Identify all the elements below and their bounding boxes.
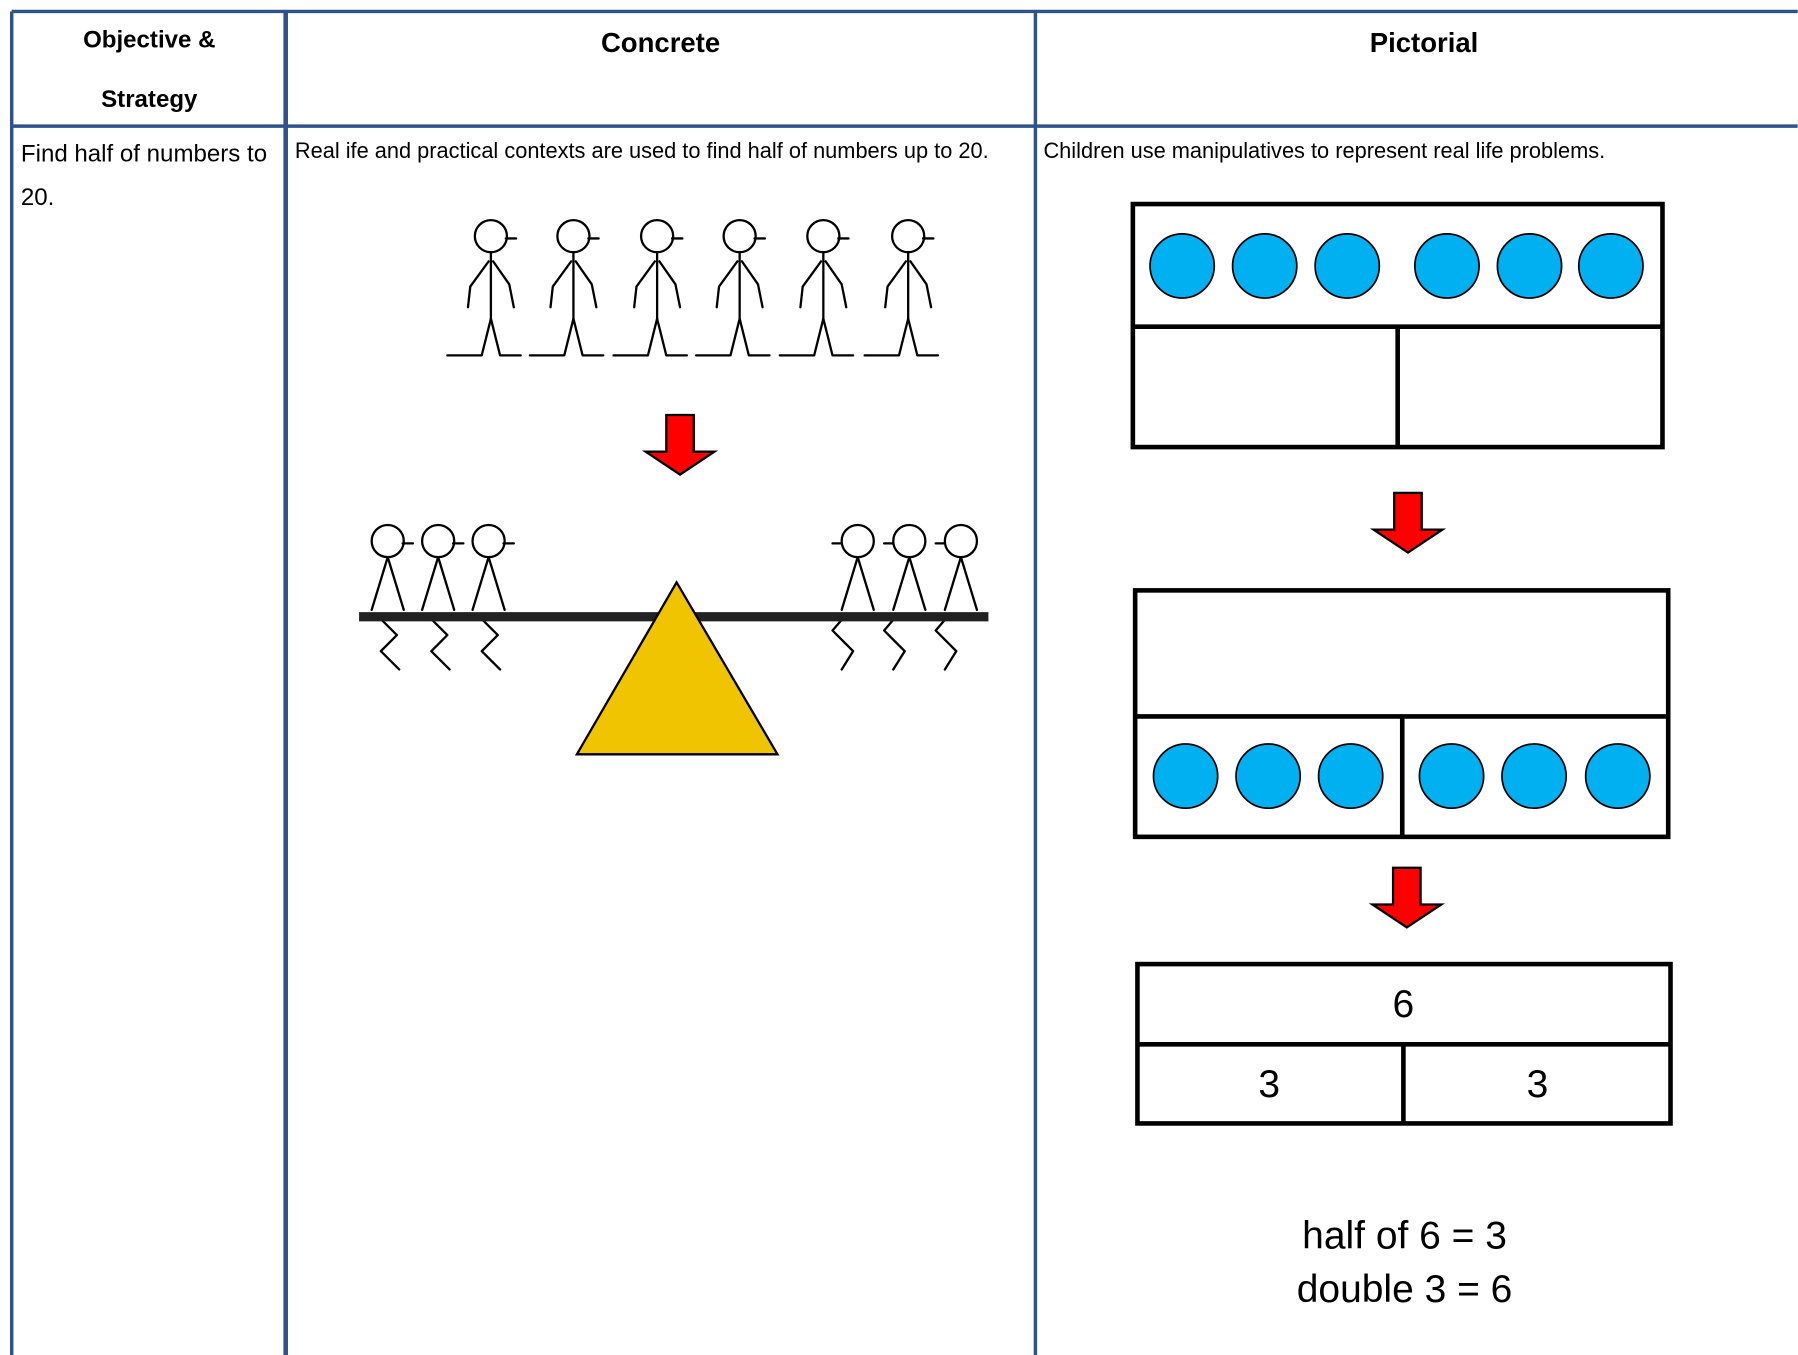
part-label: 3 xyxy=(1527,1063,1549,1106)
table-grid xyxy=(9,9,1798,1355)
statement: half of 6 = 3 xyxy=(1302,1214,1507,1257)
header-text: Objective & xyxy=(83,27,215,54)
bar-model-2 xyxy=(1132,588,1671,840)
header-text: Concrete xyxy=(601,27,720,58)
arrow xyxy=(1371,866,1443,929)
part-label: 3 xyxy=(1258,1063,1280,1106)
cell: Find half of numbers to 20. xyxy=(20,141,268,211)
pictorial-text: Children use manipulatives to represent … xyxy=(1043,139,1606,164)
bar-model-1 xyxy=(1130,201,1665,450)
arrow xyxy=(644,413,716,476)
stick-figures xyxy=(446,218,940,357)
whole-label: 6 xyxy=(1393,983,1415,1026)
arrow xyxy=(1372,491,1444,554)
cell: Real ife and practical contexts are used… xyxy=(294,139,989,164)
concrete-text: Real ife and practical contexts are used… xyxy=(294,139,989,164)
statement: double 3 = 6 xyxy=(1297,1268,1513,1311)
cell: Children use manipulatives to represent … xyxy=(1043,139,1606,164)
header-text: Pictorial xyxy=(1370,27,1479,58)
objective-text: Find half of numbers to 20. xyxy=(20,141,268,211)
header-text: Strategy xyxy=(101,86,198,113)
seesaw xyxy=(359,523,989,756)
bar-model-3 xyxy=(1135,961,1673,1126)
